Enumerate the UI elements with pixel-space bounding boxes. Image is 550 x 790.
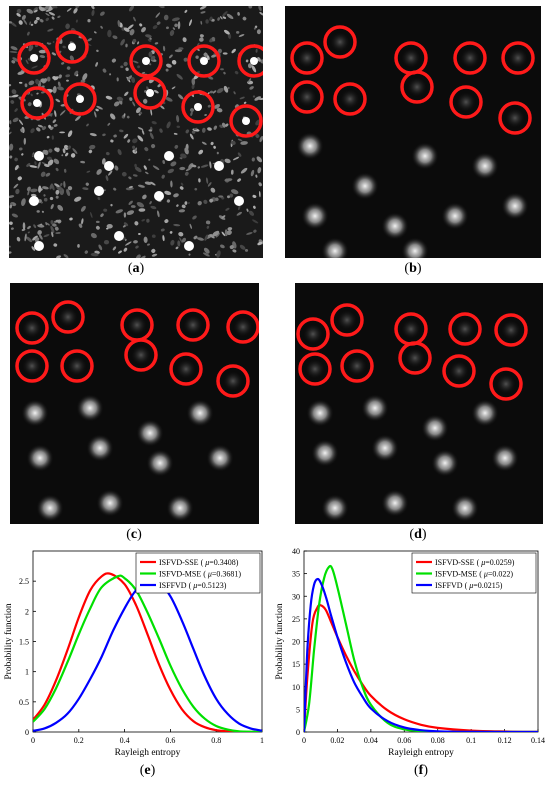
target-marker-circle — [498, 101, 532, 135]
target-marker-circle — [124, 338, 158, 372]
y-tick-label: 25 — [292, 615, 300, 624]
y-tick-label: 30 — [292, 592, 300, 601]
panel-b-image — [285, 6, 541, 258]
chart-caption: (f) — [414, 763, 428, 778]
legend: ISFVD-SSE ( μ=0.0259) ISFVD-MSE ( μ=0.022… — [411, 552, 537, 594]
y-tick-label: 5 — [296, 705, 300, 714]
y-tick-label: 35 — [292, 570, 300, 579]
target-marker-circle — [237, 44, 263, 78]
x-tick-label: 0.6 — [165, 736, 175, 745]
chart-caption: (e) — [140, 763, 156, 778]
chart-e: 0 0.2 0.4 0.6 0.8 1 0 0.5 1 1.5 2 2.5 Rayleigh entro… — [0, 540, 275, 785]
x-tick-label: 0.06 — [397, 736, 411, 745]
target-marker-circle — [51, 300, 85, 334]
target-marker-circle — [169, 352, 203, 386]
y-tick-label: 1 — [25, 668, 29, 677]
x-tick-label: 0.04 — [364, 736, 378, 745]
target-marker-circle — [453, 41, 487, 75]
chart-f: 0 0.02 0.04 0.06 0.08 0.1 0.12 0.14 0 5 10 15 20 25 30… — [274, 540, 550, 785]
target-marker-circle — [17, 41, 51, 75]
target-marker-circle — [290, 80, 324, 114]
panel-c-image — [10, 283, 259, 524]
panel-c-caption: (c) — [126, 527, 142, 542]
legend-entry: ISFVD-MSE ( μ=0.3681) — [159, 570, 241, 579]
y-tick-label: 10 — [292, 683, 300, 692]
panel-d-caption: (d) — [409, 527, 427, 542]
target-marker-circle — [290, 41, 324, 75]
x-tick-label: 0.1 — [466, 736, 476, 745]
x-tick-label: 0.08 — [431, 736, 445, 745]
legend-entry: ISFFVD ( μ=0.0215) — [435, 581, 503, 590]
target-marker-circle — [129, 44, 163, 78]
target-marker-circle — [20, 86, 54, 120]
y-axis-label: Probability function — [3, 603, 14, 680]
series-line-isfvd-mse — [33, 574, 262, 732]
target-marker-circle — [133, 76, 167, 110]
y-tick-label: 40 — [292, 547, 300, 556]
x-tick-label: 0.2 — [74, 736, 84, 745]
y-tick-label: 0 — [296, 728, 300, 737]
series-line-isfvd-sse — [304, 603, 538, 732]
panel-d-image — [295, 283, 543, 524]
x-tick-label: 0 — [302, 736, 306, 745]
target-marker-circle — [298, 352, 332, 386]
series-line-isfvd-sse — [33, 572, 262, 732]
legend-entry: ISFVD-SSE ( μ=0.0259) — [435, 558, 515, 567]
target-marker-circle — [501, 41, 535, 75]
target-marker-circle — [187, 44, 221, 78]
panel-a-image — [9, 6, 263, 258]
target-marker-circle — [216, 364, 250, 398]
legend: ISFVD-SSE ( μ=0.3408) ISFVD-MSE ( μ=0.368… — [135, 552, 261, 594]
x-tick-label: 1 — [260, 736, 264, 745]
target-marker-circle — [323, 25, 357, 59]
y-tick-label: 0.5 — [19, 698, 29, 707]
target-marker-circle — [330, 303, 364, 337]
target-marker-circle — [55, 30, 89, 64]
target-marker-circle — [494, 313, 528, 347]
target-marker-circle — [398, 341, 432, 375]
target-marker-circle — [15, 349, 49, 383]
target-marker-circle — [296, 317, 330, 351]
target-marker-circle — [15, 311, 49, 345]
legend-entry: ISFVD-SSE ( μ=0.3408) — [159, 558, 239, 567]
x-axis-label: Rayleigh entropy — [115, 748, 181, 758]
x-axis-label: Rayleigh entropy — [388, 748, 454, 758]
target-marker-circle — [63, 82, 97, 116]
y-tick-label: 2 — [25, 607, 29, 616]
target-marker-circle — [449, 85, 483, 119]
target-marker-circle — [176, 308, 210, 342]
target-marker-circle — [226, 310, 259, 344]
y-tick-label: 1.5 — [19, 638, 29, 647]
y-tick-label: 2.5 — [19, 577, 29, 586]
legend-entry: ISFFVD ( μ=0.5123) — [159, 581, 227, 590]
target-marker-circle — [442, 354, 476, 388]
panel-a-caption: (a) — [127, 261, 145, 276]
target-marker-circle — [489, 367, 523, 401]
target-marker-circle — [181, 90, 215, 124]
y-tick-label: 20 — [292, 638, 300, 647]
y-tick-label: 0 — [25, 728, 29, 737]
panel-b-caption: (b) — [404, 261, 422, 276]
target-marker-circle — [229, 104, 263, 138]
target-marker-circle — [333, 82, 367, 116]
target-marker-circle — [340, 349, 374, 383]
target-marker-circle — [60, 349, 94, 383]
y-axis-label: Probability function — [275, 603, 285, 680]
legend-entry: ISFVD-MSE ( μ=0.022) — [435, 570, 513, 579]
x-tick-label: 0.8 — [211, 736, 221, 745]
y-tick-label: 15 — [292, 660, 300, 669]
x-tick-label: 0 — [31, 736, 35, 745]
series-line-isffvd — [304, 577, 538, 732]
target-marker-circle — [400, 70, 434, 104]
target-marker-circle — [448, 312, 482, 346]
x-tick-label: 0.12 — [498, 736, 512, 745]
x-tick-label: 0.02 — [330, 736, 344, 745]
x-tick-label: 0.4 — [120, 736, 130, 745]
x-tick-label: 0.14 — [531, 736, 545, 745]
